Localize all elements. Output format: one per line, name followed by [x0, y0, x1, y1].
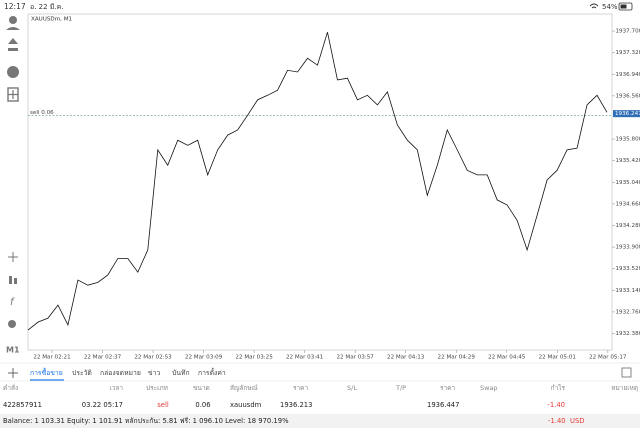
- axes: 1937.700 1937.320 1936.940 1936.560 1935.800…: [27, 29, 640, 361]
- new-order-icon[interactable]: [7, 87, 19, 102]
- price-line: [27, 32, 608, 331]
- y-tick-label: 1936.560: [616, 93, 640, 99]
- y-tick-label: 1937.700: [616, 29, 640, 35]
- battery-fill: [620, 4, 627, 9]
- column-header: กำไร: [551, 384, 566, 392]
- table-cell: xauusdm: [230, 401, 262, 409]
- tab-bar: การซื้อขาย ประวัติ กล่องจดหมาย ข่าว บันทึก กา…: [30, 367, 226, 381]
- column-header: หมายเหตุ: [611, 384, 638, 392]
- tab[interactable]: ประวัติ: [72, 369, 92, 377]
- y-tick-label: 1935.420: [616, 158, 640, 164]
- table-cell: -1.40: [547, 401, 565, 409]
- y-tick-label: 1935.040: [616, 180, 640, 186]
- column-header: ราคา: [293, 384, 308, 392]
- x-tick-label: 22 Mar 05:17: [589, 355, 627, 361]
- candles-icon[interactable]: [9, 276, 12, 284]
- tab[interactable]: บันทึก: [172, 369, 190, 377]
- plus-icon: [8, 90, 18, 99]
- column-header: ประเภท: [146, 384, 168, 392]
- x-tick-label: 22 Mar 03:57: [336, 355, 374, 361]
- battery-icon: [618, 2, 633, 11]
- tab[interactable]: กล่องจดหมาย: [100, 369, 141, 377]
- x-tick-label: 22 Mar 02:21: [33, 355, 71, 361]
- account-summary: Balance: 1 103.31 Equity: 1 101.91 หลักป…: [3, 417, 289, 425]
- y-tick-label: 1933.900: [616, 245, 640, 251]
- x-tick-label: 22 Mar 04:29: [438, 355, 476, 361]
- crosshair-icon[interactable]: [8, 252, 18, 262]
- x-tick-label: 22 Mar 03:09: [185, 355, 223, 361]
- column-header: เวลา: [109, 384, 123, 392]
- column-header: T/P: [395, 384, 406, 392]
- table-cell: 1936.447: [427, 401, 459, 409]
- x-tick-label: 22 Mar 02:53: [134, 355, 172, 361]
- y-tick-label: 1933.140: [616, 288, 640, 294]
- indicator-icon[interactable]: f: [10, 297, 15, 308]
- table-cell: 0.06: [195, 401, 210, 409]
- x-tick-label: 22 Mar 04:45: [488, 355, 526, 361]
- y-tick-label: 1936.940: [616, 72, 640, 78]
- y-tick-label: 1935.800: [616, 137, 640, 143]
- column-header: ขนาด: [193, 384, 210, 392]
- tab[interactable]: การซื้อขาย: [30, 367, 63, 377]
- candles-icon-2[interactable]: [14, 278, 17, 284]
- tab[interactable]: ข่าว: [148, 369, 160, 377]
- column-header: ราคา: [440, 384, 455, 392]
- currency: USD: [570, 417, 585, 425]
- battery-level: 54%: [602, 3, 618, 11]
- y-tick-label: 1932.760: [616, 309, 640, 315]
- trade-icon[interactable]: [8, 38, 18, 51]
- objects-icon[interactable]: [8, 320, 16, 328]
- current-price-box: [613, 110, 640, 118]
- column-header: คำสั่ง: [3, 383, 18, 392]
- column-header: Swap: [480, 384, 498, 392]
- chart-title: XAUUSDm, M1: [31, 17, 73, 23]
- x-tick-label: 22 Mar 03:25: [235, 355, 273, 361]
- table-cell: 03.22 05:17: [82, 401, 123, 409]
- account-icon-body[interactable]: [6, 27, 20, 30]
- table-cell: sell: [157, 401, 169, 409]
- table-cell: 422857911: [3, 401, 42, 409]
- timeframe-icon[interactable]: M1: [6, 346, 20, 355]
- current-price-label: 1936.247: [615, 111, 640, 117]
- y-tick-label: 1932.380: [616, 331, 640, 337]
- chat-icon[interactable]: [7, 66, 19, 78]
- status-time: 12:17: [4, 2, 26, 11]
- toolbar: f M1: [6, 16, 20, 355]
- table-cell: 1936.213: [280, 401, 312, 409]
- x-tick-label: 22 Mar 02:37: [84, 355, 122, 361]
- order-label: sell 0.06: [30, 110, 54, 116]
- add-button[interactable]: [8, 368, 18, 378]
- y-tick-label: 1937.320: [616, 50, 640, 56]
- x-tick-label: 22 Mar 03:41: [286, 355, 324, 361]
- y-tick-label: 1934.660: [616, 201, 640, 207]
- tab[interactable]: การตั้งค่า: [198, 367, 226, 377]
- y-tick-label: 1934.280: [616, 223, 640, 229]
- footer-bar: [0, 414, 640, 428]
- y-tick-label: 1933.520: [616, 266, 640, 272]
- x-tick-label: 22 Mar 05:01: [539, 355, 577, 361]
- status-date: อ. 22 มี.ค.: [30, 3, 64, 11]
- x-tick-label: 22 Mar 04:13: [387, 355, 425, 361]
- column-header: S/L: [347, 384, 357, 392]
- column-header: สัญลักษณ์: [230, 384, 258, 392]
- account-icon[interactable]: [9, 16, 17, 24]
- layout-button[interactable]: [621, 367, 632, 378]
- positions-table: คำสั่ง เวลา ประเภท ขนาด สัญลักษณ์ ราคา S/L T/P ร…: [3, 383, 638, 409]
- wifi-icon: [589, 3, 599, 9]
- total-profit: -1.40: [548, 417, 566, 425]
